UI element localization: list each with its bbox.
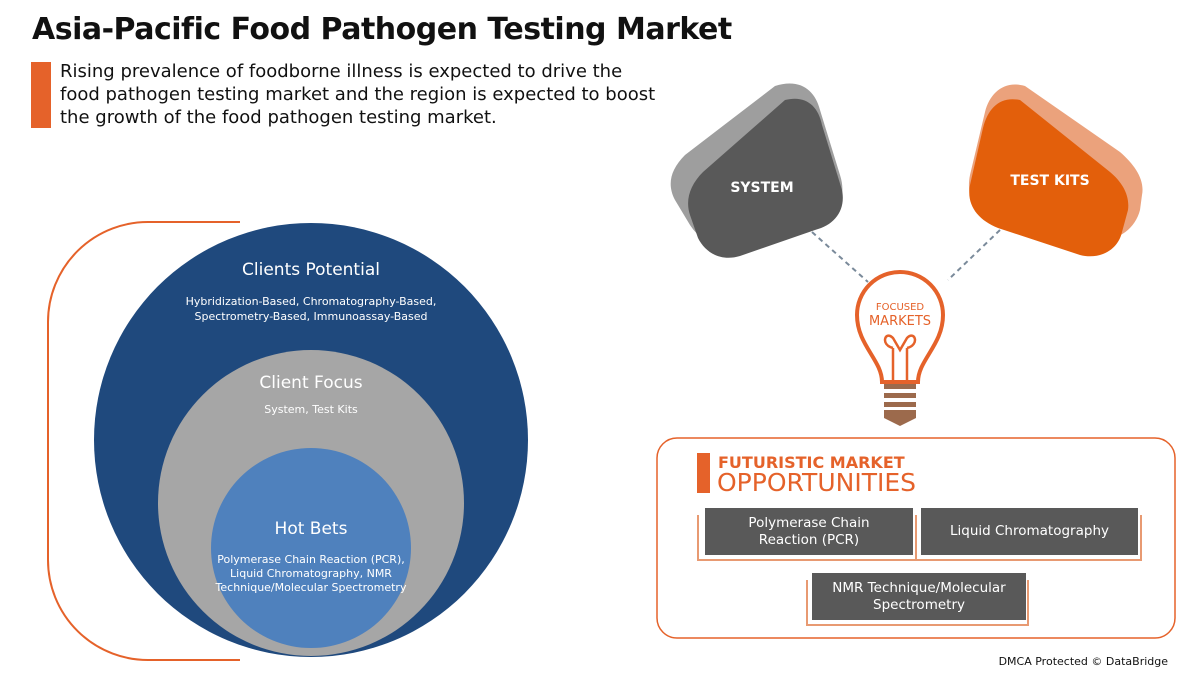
hot-bets-text: Polymerase Chain Reaction (PCR), Liquid … <box>215 553 407 594</box>
opportunities-heading-line2: OPPORTUNITIES <box>717 468 917 497</box>
opportunity-2-frame <box>915 515 1142 561</box>
opportunity-3-frame <box>806 580 1029 626</box>
subtitle: Rising prevalence of foodborne illness i… <box>60 61 656 128</box>
opportunity-3: NMR Technique/Molecular Spectrometry <box>812 573 1026 620</box>
opportunities-heading-line1: FUTURISTIC MARKET <box>718 453 905 472</box>
footer-credit: DMCA Protected © DataBridge <box>998 655 1168 668</box>
clients-potential-heading: Clients Potential <box>242 260 380 280</box>
client-focus-text: System, Test Kits <box>264 403 358 416</box>
lightbulb-icon <box>854 270 946 426</box>
circle-hot-bets <box>211 448 411 648</box>
hot-bets-heading: Hot Bets <box>274 519 348 539</box>
opportunity-2: Liquid Chromatography <box>921 508 1138 555</box>
bulb-label-focused: FOCUSED <box>875 302 925 313</box>
connector-system <box>811 231 869 283</box>
system-label: SYSTEM <box>730 180 794 196</box>
clients-potential-text: Hybridization-Based, Chromatography-Base… <box>185 295 437 323</box>
subtitle-accent-bar <box>31 62 51 128</box>
opportunity-1: Polymerase Chain Reaction (PCR) <box>705 508 913 555</box>
opportunities-accent-bar <box>697 453 710 493</box>
bulb-label-markets: MARKETS <box>868 314 932 329</box>
opportunities-frame <box>656 437 1176 639</box>
test-kits-shape <box>969 99 1129 257</box>
outline-bracket <box>47 220 240 662</box>
connector-test-kits <box>947 229 1001 281</box>
test-kits-label: TEST KITS <box>1010 173 1090 189</box>
system-shape <box>688 98 843 258</box>
page-title: Asia-Pacific Food Pathogen Testing Marke… <box>32 12 732 47</box>
client-focus-heading: Client Focus <box>259 373 363 393</box>
